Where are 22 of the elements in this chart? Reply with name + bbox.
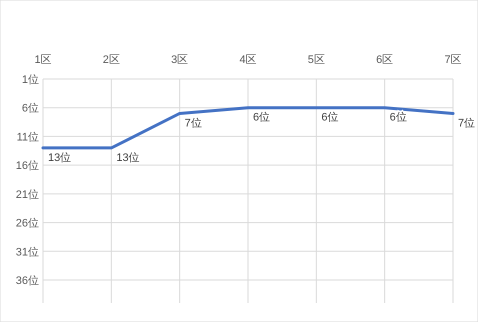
y-tick-label: 31位 [16,246,39,258]
x-tick-label: 7区 [444,54,462,66]
y-tick-label: 11位 [16,131,39,144]
data-label: 7位 [458,117,476,130]
data-label: 13位 [48,152,72,164]
x-tick-label: 6区 [376,54,394,66]
y-tick-label: 6位 [22,102,39,115]
y-tick-label: 36位 [16,275,39,288]
x-tick-label: 3区 [171,54,188,66]
y-tick-label: 21位 [16,188,39,201]
x-tick-label: 5区 [308,54,325,66]
x-tick-label: 2区 [102,54,120,66]
y-tick-label: 16位 [16,160,39,172]
x-tick-label: 1区 [34,54,52,66]
data-label: 6位 [390,112,407,124]
data-label: 7位 [184,117,202,130]
y-tick-label: 26位 [16,218,39,230]
y-tick-label: 1位 [22,74,39,86]
data-label: 6位 [321,112,338,124]
x-tick-label: 4区 [239,54,257,66]
data-label: 6位 [253,112,270,124]
data-label: 13位 [116,152,140,164]
